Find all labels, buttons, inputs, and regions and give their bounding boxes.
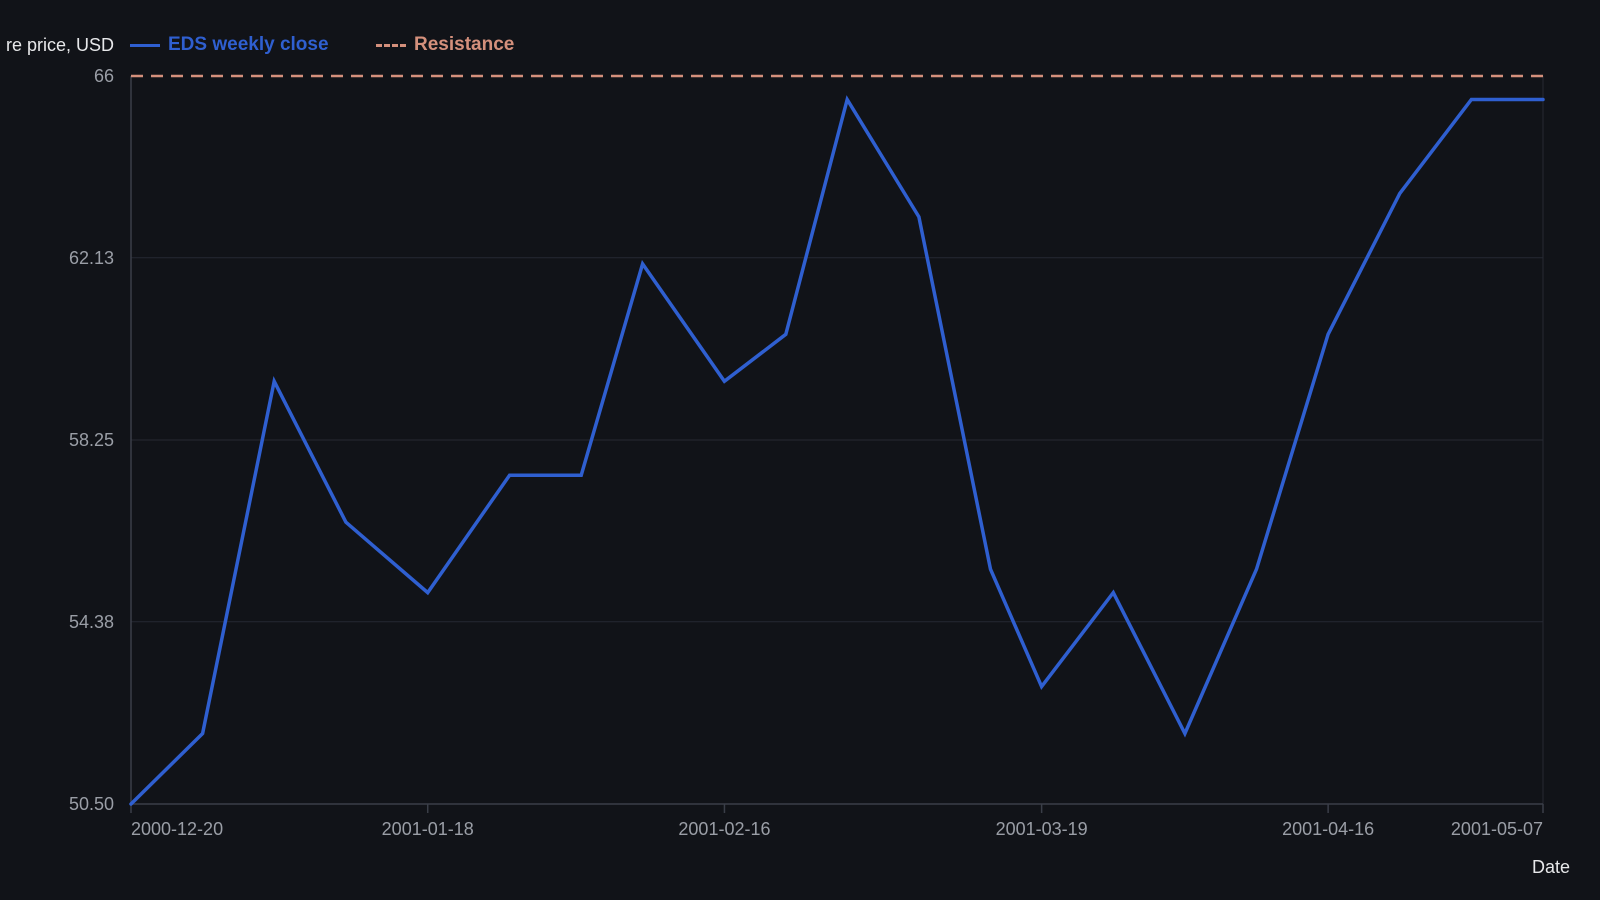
legend-label: Resistance (414, 34, 515, 55)
x-tick-label: 2001-03-19 (996, 819, 1088, 839)
y-tick-label: 66 (94, 66, 114, 86)
x-tick-label: 2001-05-07 (1451, 819, 1543, 839)
y-tick-label: 50.50 (69, 794, 114, 814)
x-tick-label: 2000-12-20 (131, 819, 223, 839)
legend-item-eds-weekly-close[interactable]: EDS weekly close (130, 32, 329, 58)
y-tick-label: 62.13 (69, 248, 114, 268)
legend-label: EDS weekly close (168, 34, 329, 55)
x-tick-label: 2001-02-16 (678, 819, 770, 839)
y-tick-label: 58.25 (69, 430, 114, 450)
y-tick-label: 54.38 (69, 612, 114, 632)
eds-weekly-close-line (129, 95, 1545, 806)
legend-swatch-dashed (376, 43, 406, 47)
x-axis-title: Date (1531, 857, 1570, 877)
x-tick-label: 2001-01-18 (382, 819, 474, 839)
y-axis-title: re price, USD (5, 35, 114, 55)
x-tick-label: 2001-04-16 (1282, 819, 1374, 839)
legend-item-resistance[interactable]: Resistance (376, 32, 514, 58)
legend-swatch-solid (130, 43, 160, 47)
